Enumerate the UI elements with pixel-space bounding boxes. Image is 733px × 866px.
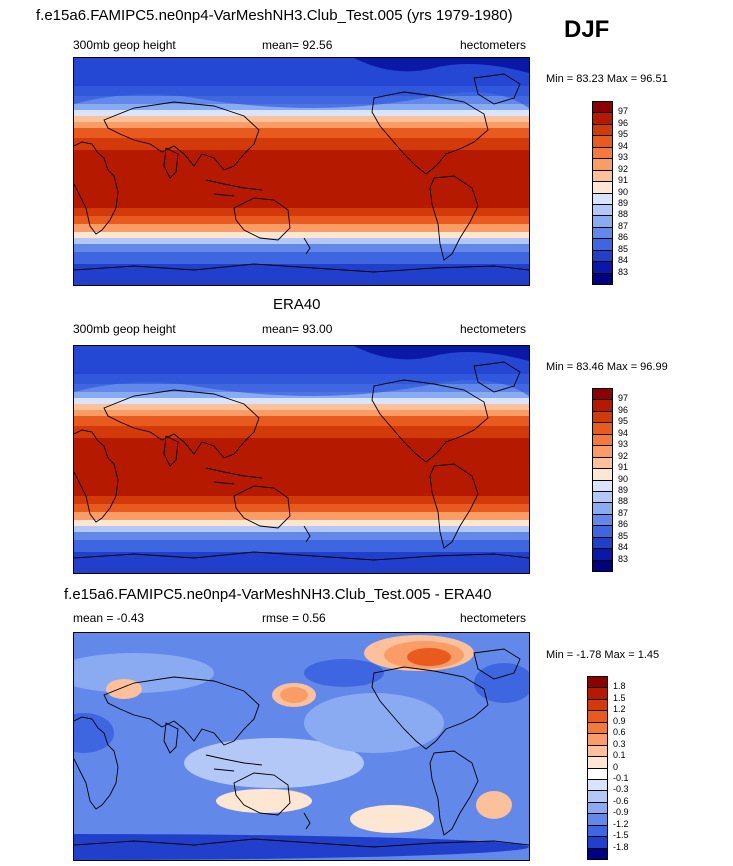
colorbar-label: 84 xyxy=(618,542,629,553)
difference-field xyxy=(74,633,529,860)
panel-2-map xyxy=(73,345,530,574)
colorbar-label: 90 xyxy=(618,473,629,484)
colorbar-label: -0.3 xyxy=(613,784,629,795)
colorbar-label: -0.9 xyxy=(613,807,629,818)
panel-3-minmax: Min = -1.78 Max = 1.45 xyxy=(546,649,659,661)
panel-2-colorbar: 97 96 95 94 93 92 91 90 89 88 87 86 85 84 83 xyxy=(592,388,652,572)
colorbar-label: 84 xyxy=(618,255,629,266)
colorbar-label: 0.9 xyxy=(613,715,626,726)
colorbar-label: -1.8 xyxy=(613,841,629,852)
panel-2-title: ERA40 xyxy=(273,296,321,313)
colorbar-label: -0.1 xyxy=(613,772,629,783)
colorbar-label: 90 xyxy=(618,186,629,197)
panel-1-units-label: hectometers xyxy=(460,38,527,52)
colorbar-label: 0.6 xyxy=(613,727,626,738)
colorbar-label: 0 xyxy=(613,761,619,772)
colorbar-label: 87 xyxy=(618,220,629,231)
panel-1-title: f.e15a6.FAMIPC5.ne0np4-VarMeshNH3.Club_T… xyxy=(36,7,513,24)
season-label: DJF xyxy=(564,16,610,43)
panel-1-colorbar: 97 96 95 94 93 92 91 90 89 88 87 86 85 84 83 xyxy=(592,101,652,285)
panel-2-mean-label: mean= 93.00 xyxy=(262,322,333,336)
colorbar-label: 86 xyxy=(618,232,629,243)
colorbar-label: 1.5 xyxy=(613,692,626,703)
colorbar-label: 0.3 xyxy=(613,738,626,749)
panel-3-rmse-label: rmse = 0.56 xyxy=(262,611,326,625)
panel-3-title: f.e15a6.FAMIPC5.ne0np4-VarMeshNH3.Club_T… xyxy=(64,586,492,603)
colorbar-box xyxy=(592,272,613,285)
colorbar-box xyxy=(592,559,613,572)
colorbar-label: 96 xyxy=(618,404,629,415)
colorbar-label: 96 xyxy=(618,117,629,128)
panel-3-min: Min = -1.78 xyxy=(546,649,602,661)
colorbar-label: 89 xyxy=(618,197,629,208)
panel-2-field-label: 300mb geop height xyxy=(73,322,176,336)
colorbar-label: 0.1 xyxy=(613,750,626,761)
colorbar-label: 91 xyxy=(618,462,629,473)
panel-1-minmax: Min = 83.23 Max = 96.51 xyxy=(546,73,668,85)
panel-2-min: Min = 83.46 xyxy=(546,361,604,373)
panel-2-max: Max = 96.99 xyxy=(606,361,668,373)
panel-1-min: Min = 83.23 xyxy=(546,73,604,85)
colorbar-label: 92 xyxy=(618,450,629,461)
panel-3-colorbar: 1.8 1.5 1.2 0.9 0.6 0.3 0.1 0 -0.1 -0.3 -0.6 -0.9 -1… xyxy=(587,676,647,860)
colorbar-label: 1.8 xyxy=(613,681,626,692)
colorbar-label: 93 xyxy=(618,439,629,450)
colorbar-label: 83 xyxy=(618,553,629,564)
panel-3-units-label: hectometers xyxy=(460,611,527,625)
panel-2-units-label: hectometers xyxy=(460,322,527,336)
colorbar-label: 86 xyxy=(618,519,629,530)
panel-1-max: Max = 96.51 xyxy=(606,73,668,85)
colorbar-label: 85 xyxy=(618,243,629,254)
geopotential-field xyxy=(74,58,529,285)
colorbar-label: 95 xyxy=(618,416,629,427)
colorbar-label: 94 xyxy=(618,140,629,151)
colorbar-label: -0.6 xyxy=(613,795,629,806)
panel-3-mean-label: mean = -0.43 xyxy=(73,611,145,625)
colorbar-label: 87 xyxy=(618,507,629,518)
panel-3-map xyxy=(73,632,530,861)
colorbar-label: 94 xyxy=(618,427,629,438)
colorbar-label: 97 xyxy=(618,106,629,117)
colorbar-label: 1.2 xyxy=(613,704,626,715)
colorbar-label: 89 xyxy=(618,484,629,495)
colorbar-label: -1.5 xyxy=(613,830,629,841)
colorbar-label: 88 xyxy=(618,496,629,507)
panel-3-max: Max = 1.45 xyxy=(604,649,660,661)
panel-1-field-label: 300mb geop height xyxy=(73,38,176,52)
colorbar-label: 91 xyxy=(618,175,629,186)
panel-1-mean-label: mean= 92.56 xyxy=(262,38,333,52)
colorbar-label: 95 xyxy=(618,129,629,140)
panel-2-minmax: Min = 83.46 Max = 96.99 xyxy=(546,361,668,373)
colorbar-label: 97 xyxy=(618,393,629,404)
panel-1-map xyxy=(73,57,530,286)
colorbar-label: 93 xyxy=(618,152,629,163)
colorbar-label: 85 xyxy=(618,530,629,541)
colorbar-label: 88 xyxy=(618,209,629,220)
colorbar-label: 83 xyxy=(618,266,629,277)
colorbar-label: 92 xyxy=(618,163,629,174)
geopotential-field xyxy=(74,346,529,573)
colorbar-label: -1.2 xyxy=(613,818,629,829)
colorbar-box xyxy=(587,847,608,860)
